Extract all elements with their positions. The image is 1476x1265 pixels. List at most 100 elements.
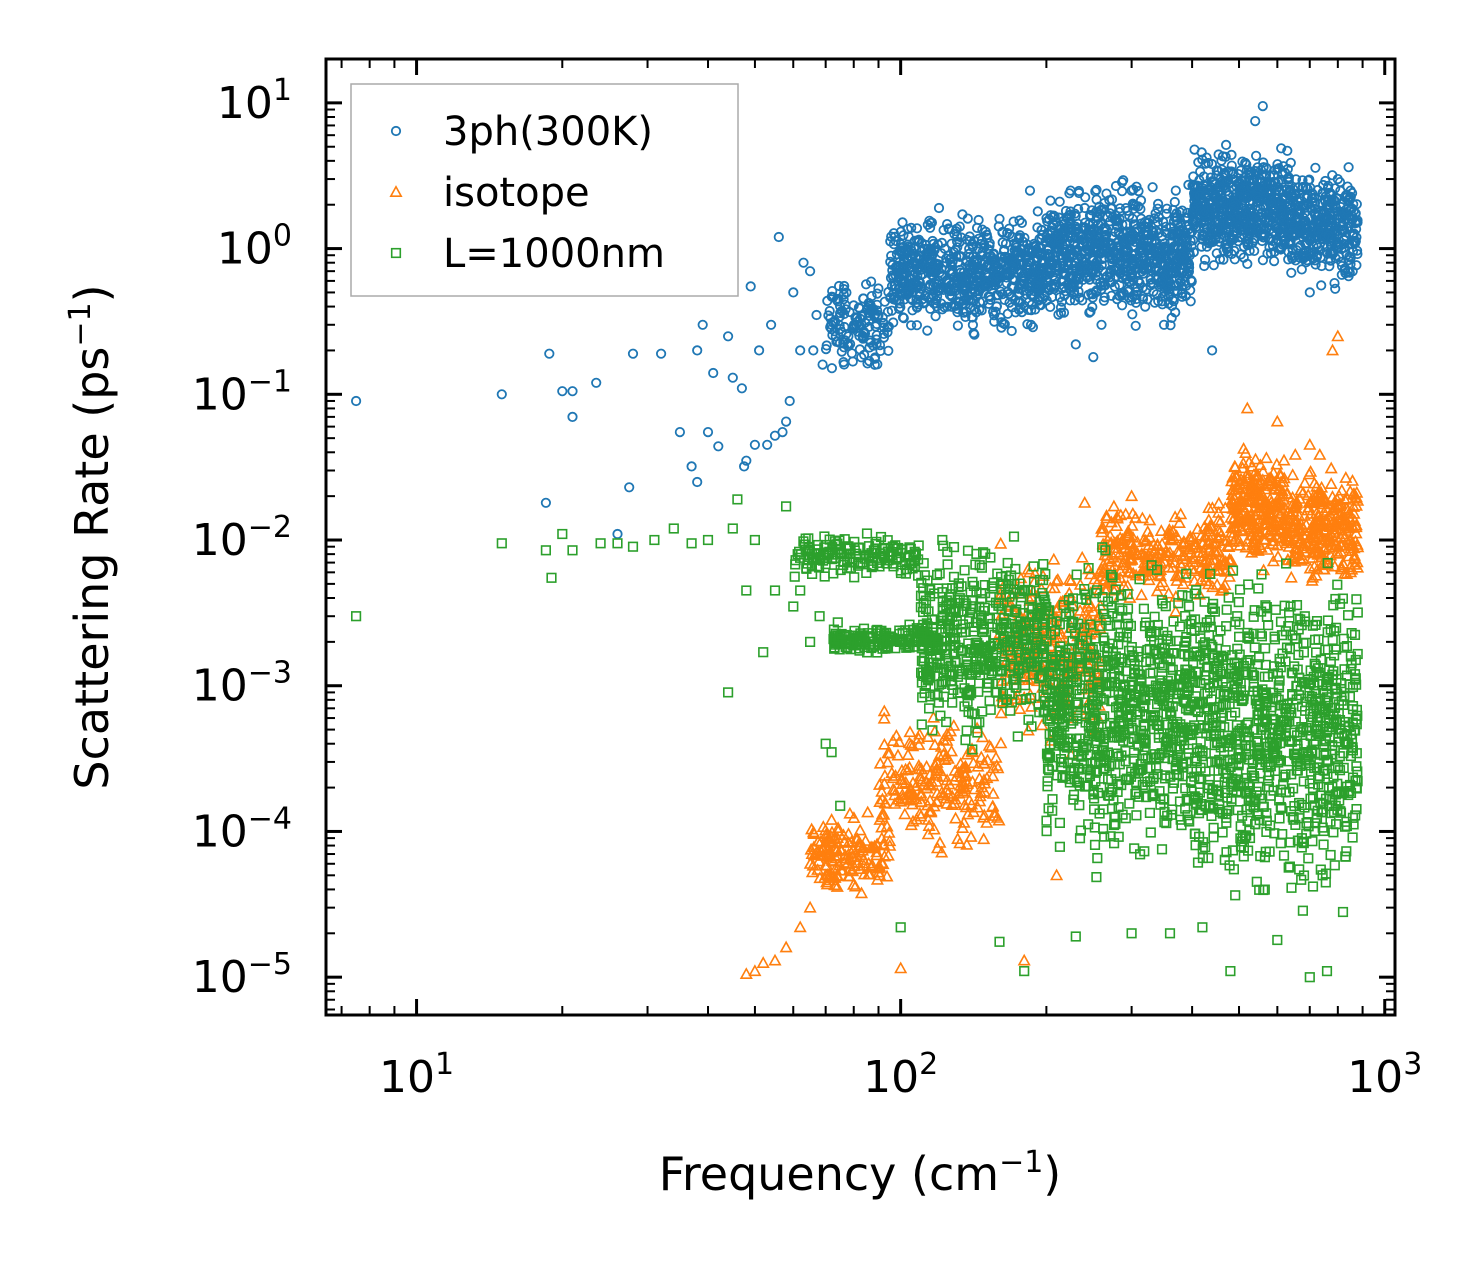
point-3ph(300K) xyxy=(1041,269,1052,280)
point-isotope xyxy=(1217,554,1231,567)
point-3ph(300K) xyxy=(1214,181,1225,192)
point-3ph(300K) xyxy=(736,383,748,394)
point-isotope xyxy=(827,832,842,845)
point-isotope xyxy=(1262,507,1276,519)
point-3ph(300K) xyxy=(1324,203,1335,214)
point-L=1000nm xyxy=(1010,606,1021,617)
point-L=1000nm xyxy=(959,701,970,712)
point-L=1000nm xyxy=(925,583,936,594)
point-3ph(300K) xyxy=(1126,185,1137,196)
point-3ph(300K) xyxy=(1069,295,1081,306)
point-3ph(300K) xyxy=(1087,301,1098,313)
point-isotope xyxy=(1319,513,1333,525)
point-3ph(300K) xyxy=(1042,283,1053,294)
point-L=1000nm xyxy=(918,591,929,602)
point-3ph(300K) xyxy=(1017,275,1028,287)
point-L=1000nm xyxy=(999,613,1010,624)
point-isotope xyxy=(912,731,926,744)
point-L=1000nm xyxy=(868,561,879,572)
point-3ph(300K) xyxy=(834,337,846,349)
point-L=1000nm xyxy=(970,656,982,667)
point-L=1000nm xyxy=(828,568,839,579)
point-isotope xyxy=(1281,530,1295,543)
point-3ph(300K) xyxy=(1045,235,1056,246)
point-L=1000nm xyxy=(924,590,936,602)
point-3ph(300K) xyxy=(1274,225,1285,236)
point-3ph(300K) xyxy=(1187,180,1198,191)
point-3ph(300K) xyxy=(1244,228,1255,239)
point-isotope xyxy=(1349,526,1363,539)
point-3ph(300K) xyxy=(798,257,809,268)
point-3ph(300K) xyxy=(1122,205,1133,216)
point-3ph(300K) xyxy=(1058,216,1069,227)
point-isotope xyxy=(941,729,956,742)
point-3ph(300K) xyxy=(1161,208,1172,219)
point-3ph(300K) xyxy=(905,261,916,273)
point-3ph(300K) xyxy=(1220,151,1231,162)
point-3ph(300K) xyxy=(968,256,980,268)
point-isotope xyxy=(1162,523,1176,535)
point-isotope xyxy=(1162,586,1176,599)
point-isotope xyxy=(875,807,889,820)
point-3ph(300K) xyxy=(1122,286,1134,297)
point-L=1000nm xyxy=(915,635,926,646)
point-isotope xyxy=(853,862,867,875)
point-L=1000nm xyxy=(861,528,873,539)
point-isotope xyxy=(914,762,928,775)
point-isotope xyxy=(870,848,884,861)
point-3ph(300K) xyxy=(1006,325,1017,337)
point-3ph(300K) xyxy=(765,319,777,330)
point-3ph(300K) xyxy=(922,325,933,336)
point-3ph(300K) xyxy=(895,302,906,313)
point-L=1000nm xyxy=(855,558,866,569)
point-3ph(300K) xyxy=(1096,319,1107,330)
point-L=1000nm xyxy=(813,548,824,560)
point-3ph(300K) xyxy=(996,317,1007,328)
point-3ph(300K) xyxy=(1346,203,1358,214)
point-3ph(300K) xyxy=(896,242,907,254)
point-3ph(300K) xyxy=(973,268,984,279)
point-isotope xyxy=(1281,505,1295,518)
point-L=1000nm xyxy=(957,644,968,655)
point-isotope xyxy=(805,865,819,878)
point-isotope xyxy=(906,814,920,827)
point-3ph(300K) xyxy=(1216,164,1228,175)
point-3ph(300K) xyxy=(762,439,773,450)
point-isotope xyxy=(1344,541,1358,554)
point-isotope xyxy=(1228,459,1242,472)
point-3ph(300K) xyxy=(827,285,838,297)
point-3ph(300K) xyxy=(1127,309,1138,320)
point-3ph(300K) xyxy=(1058,263,1069,274)
point-3ph(300K) xyxy=(1297,232,1308,243)
point-isotope xyxy=(1253,524,1267,537)
point-3ph(300K) xyxy=(1058,275,1070,286)
point-3ph(300K) xyxy=(1296,264,1307,275)
point-isotope xyxy=(1270,538,1284,551)
point-isotope xyxy=(1224,521,1238,534)
point-isotope xyxy=(1230,469,1244,482)
point-isotope xyxy=(1262,471,1276,484)
point-isotope xyxy=(1125,518,1139,531)
point-isotope xyxy=(892,792,906,805)
point-L=1000nm xyxy=(861,567,872,578)
point-3ph(300K) xyxy=(1137,244,1148,255)
point-3ph(300K) xyxy=(924,262,935,273)
point-3ph(300K) xyxy=(1245,198,1256,209)
point-3ph(300K) xyxy=(1128,203,1139,215)
point-isotope xyxy=(1100,511,1114,524)
point-isotope xyxy=(872,859,886,872)
point-3ph(300K) xyxy=(1064,245,1076,256)
point-L=1000nm xyxy=(948,571,960,582)
point-isotope xyxy=(986,769,1000,782)
point-3ph(300K) xyxy=(1032,222,1043,233)
point-isotope xyxy=(1096,558,1110,570)
point-3ph(300K) xyxy=(833,293,844,304)
point-isotope xyxy=(1206,580,1220,593)
point-isotope xyxy=(1302,500,1316,513)
point-3ph(300K) xyxy=(1259,222,1270,233)
point-L=1000nm xyxy=(955,645,966,657)
point-isotope xyxy=(873,756,887,769)
point-L=1000nm xyxy=(845,562,856,573)
point-L=1000nm xyxy=(1040,568,1051,580)
point-isotope xyxy=(1021,562,1035,575)
